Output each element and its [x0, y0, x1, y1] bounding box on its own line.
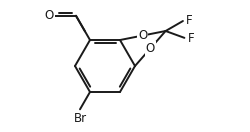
Text: O: O [146, 42, 155, 55]
Text: F: F [188, 32, 194, 45]
Text: Br: Br [74, 112, 86, 125]
Text: O: O [138, 29, 147, 42]
Text: O: O [44, 9, 54, 22]
Text: F: F [186, 13, 192, 27]
